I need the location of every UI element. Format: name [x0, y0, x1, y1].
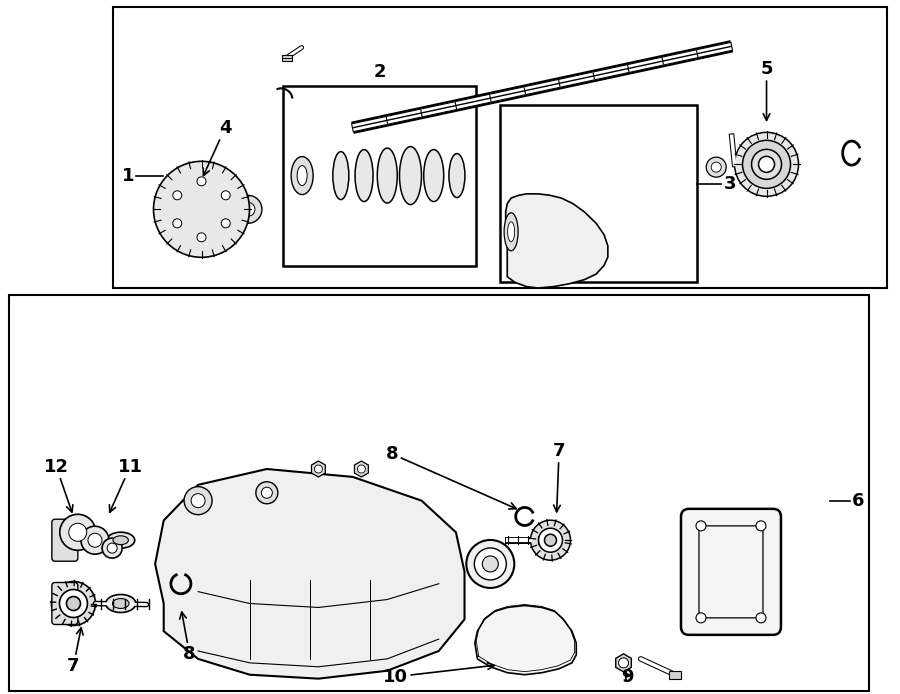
Text: 4: 4 [203, 119, 231, 176]
Ellipse shape [105, 595, 136, 613]
Circle shape [197, 177, 206, 186]
Circle shape [711, 162, 721, 172]
Circle shape [241, 203, 255, 217]
Bar [9, 295, 868, 691]
Text: 12: 12 [44, 458, 73, 512]
Polygon shape [475, 605, 576, 675]
Circle shape [734, 133, 798, 196]
Circle shape [166, 174, 237, 244]
Polygon shape [311, 461, 325, 477]
Circle shape [173, 219, 182, 228]
Circle shape [706, 157, 726, 177]
FancyBboxPatch shape [52, 582, 78, 625]
Text: 2: 2 [374, 62, 386, 81]
Circle shape [752, 149, 781, 179]
Circle shape [197, 232, 206, 242]
Text: 8: 8 [386, 445, 517, 509]
Text: 6: 6 [852, 491, 865, 509]
Circle shape [742, 140, 790, 188]
Ellipse shape [508, 222, 515, 242]
Circle shape [696, 613, 706, 623]
FancyBboxPatch shape [681, 509, 781, 635]
Text: 7: 7 [68, 628, 83, 675]
Text: 7: 7 [553, 442, 565, 512]
FancyBboxPatch shape [52, 519, 78, 561]
Polygon shape [355, 461, 368, 477]
Circle shape [234, 195, 262, 223]
Circle shape [474, 548, 507, 580]
Polygon shape [282, 55, 292, 60]
Ellipse shape [424, 150, 444, 201]
Circle shape [357, 465, 365, 473]
Circle shape [191, 493, 205, 507]
Ellipse shape [297, 166, 307, 185]
Bar [283, 85, 476, 266]
Circle shape [756, 521, 766, 531]
Polygon shape [616, 654, 631, 672]
Ellipse shape [113, 536, 129, 545]
Circle shape [68, 523, 86, 541]
Ellipse shape [333, 151, 349, 200]
Bar [500, 105, 697, 282]
Circle shape [256, 482, 278, 504]
Circle shape [544, 534, 556, 546]
Text: 3: 3 [724, 175, 736, 193]
Text: 10: 10 [383, 663, 494, 686]
Circle shape [538, 528, 562, 552]
Ellipse shape [377, 148, 397, 203]
Circle shape [107, 543, 117, 553]
Circle shape [182, 189, 221, 229]
Circle shape [184, 486, 212, 515]
Polygon shape [155, 469, 464, 679]
Circle shape [59, 514, 95, 550]
Text: 5: 5 [760, 60, 773, 120]
Circle shape [102, 538, 122, 558]
Text: 9: 9 [622, 668, 634, 686]
Ellipse shape [291, 157, 313, 194]
Polygon shape [669, 670, 681, 679]
Ellipse shape [355, 150, 374, 201]
Bar [112, 7, 886, 288]
Ellipse shape [107, 532, 135, 548]
Ellipse shape [449, 153, 465, 198]
Circle shape [67, 597, 80, 611]
Circle shape [59, 589, 87, 618]
Circle shape [261, 487, 273, 498]
Circle shape [759, 156, 775, 172]
Circle shape [466, 540, 514, 588]
Circle shape [51, 582, 95, 625]
Ellipse shape [112, 598, 129, 609]
Circle shape [173, 191, 182, 200]
Text: 11: 11 [110, 458, 142, 512]
Circle shape [192, 199, 211, 219]
Circle shape [221, 219, 230, 228]
Polygon shape [506, 194, 608, 288]
Ellipse shape [400, 146, 421, 205]
Circle shape [314, 465, 322, 473]
Circle shape [696, 521, 706, 531]
Text: 1: 1 [122, 167, 134, 185]
Ellipse shape [504, 213, 518, 251]
Circle shape [530, 520, 571, 560]
Circle shape [756, 613, 766, 623]
Circle shape [618, 658, 628, 668]
Circle shape [221, 191, 230, 200]
Circle shape [482, 556, 499, 572]
Text: 8: 8 [180, 612, 196, 663]
Circle shape [88, 533, 102, 547]
Circle shape [154, 161, 249, 257]
Circle shape [81, 526, 109, 555]
